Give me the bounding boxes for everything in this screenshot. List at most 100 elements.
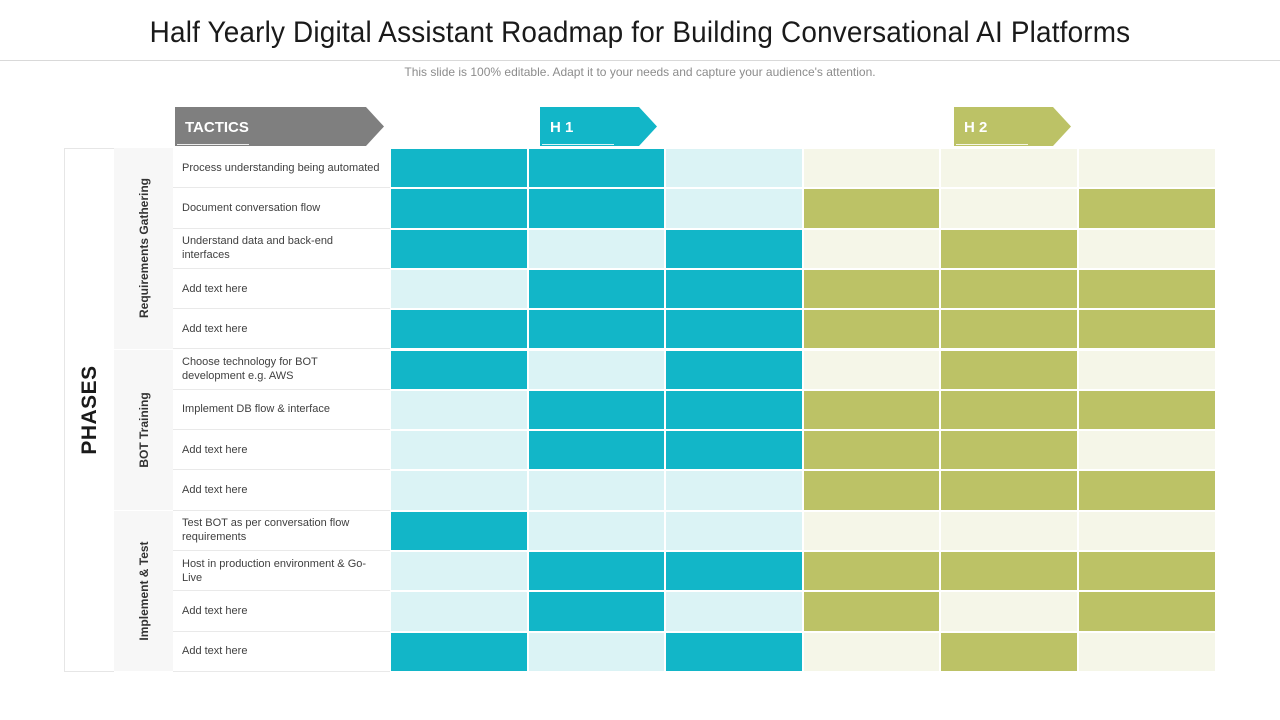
h2-timeline-cell — [940, 591, 1078, 632]
tactic-label: Add text here — [182, 645, 248, 658]
phase-label: BOT Training — [136, 391, 151, 468]
phase-cell: Requirements Gathering — [114, 148, 173, 350]
tactic-label: Understand data and back-end interfaces — [182, 235, 334, 262]
h2-timeline-cell — [802, 510, 941, 551]
h2-timeline-cell — [940, 631, 1078, 672]
h1-timeline-cell — [665, 470, 803, 511]
slide-subtitle: This slide is 100% editable. Adapt it to… — [404, 65, 876, 79]
h2-timeline-cell — [1078, 389, 1216, 431]
h2-timeline-cell — [1078, 510, 1216, 551]
h2-timeline-cell — [802, 268, 941, 310]
h2-timeline-cell — [802, 309, 941, 350]
h1-timeline-cell — [390, 631, 528, 672]
h1-timeline-cell — [527, 148, 666, 189]
h2-timeline-cell — [940, 228, 1078, 269]
h1-timeline-cell — [390, 510, 528, 551]
h1-timeline-cell — [390, 148, 528, 189]
h2-timeline-cell — [1078, 631, 1216, 672]
tactic-row: Process understanding being automated — [173, 148, 390, 189]
tactic-label: Process understanding being automated — [182, 161, 380, 174]
tactic-row: Add text here — [173, 591, 390, 632]
h2-timeline-cell — [802, 430, 941, 471]
h1-timeline-cell — [665, 631, 803, 672]
tactic-row: Choose technology for BOT development e.… — [173, 350, 390, 390]
h2-timeline-cell — [1078, 268, 1216, 310]
h2-timeline-cell — [1078, 591, 1216, 632]
h1-timeline-cell — [665, 349, 803, 390]
h2-header-tag: H 2 — [954, 107, 1071, 146]
phase-label: Requirements Gathering — [136, 178, 151, 319]
h2-timeline-cell — [1078, 309, 1216, 350]
slide-title: Half Yearly Digital Assistant Roadmap fo… — [149, 16, 1131, 49]
tactic-label: Host in production environment & Go-Live — [182, 557, 367, 584]
tactic-row: Document conversation flow — [173, 188, 390, 229]
h1-timeline-cell — [527, 631, 666, 672]
h2-header-underline — [956, 144, 1028, 145]
h1-timeline-cell — [527, 430, 666, 471]
h1-timeline-cell — [665, 188, 803, 229]
phase-label: Implement & Test — [136, 541, 151, 641]
tactic-label: Document conversation flow — [182, 201, 321, 214]
tactic-row: Implement DB flow & interface — [173, 390, 390, 431]
title-divider — [0, 60, 1280, 61]
h2-timeline-cell — [802, 631, 941, 672]
tactic-row: Understand data and back-end interfaces — [173, 229, 390, 269]
h2-timeline-cell — [940, 551, 1078, 592]
h1-timeline-cell — [527, 551, 666, 592]
phases-label: PHASES — [78, 365, 101, 455]
h1-timeline-cell — [527, 470, 666, 511]
tactic-row: Add text here — [173, 470, 390, 511]
tactics-header-tag: TACTICS — [175, 107, 384, 146]
h2-timeline-cell — [802, 148, 941, 189]
tactic-label: Add text here — [182, 282, 248, 295]
h1-timeline-cell — [390, 228, 528, 269]
h1-timeline-cell — [390, 309, 528, 350]
h2-timeline-cell — [1078, 188, 1216, 229]
tactic-label: Add text here — [182, 604, 248, 617]
h1-timeline-cell — [665, 591, 803, 632]
tactic-row: Host in production environment & Go-Live — [173, 551, 390, 592]
h2-timeline-cell — [802, 228, 941, 269]
h1-header-label: H 1 — [550, 119, 574, 136]
h2-timeline-cell — [1078, 470, 1216, 511]
h2-timeline-cell — [802, 188, 941, 229]
tactic-label: Add text here — [182, 443, 248, 456]
h1-timeline-cell — [665, 228, 803, 269]
h2-timeline-cell — [1078, 148, 1216, 189]
h1-timeline-cell — [665, 268, 803, 310]
h2-timeline-cell — [940, 268, 1078, 310]
h1-timeline-cell — [390, 551, 528, 592]
h1-timeline-cell — [665, 309, 803, 350]
h1-timeline-cell — [390, 268, 528, 310]
h1-timeline-cell — [390, 389, 528, 431]
h2-timeline-cell — [1078, 551, 1216, 592]
tactics-header-label: TACTICS — [185, 119, 249, 136]
h2-timeline-cell — [940, 430, 1078, 471]
h2-timeline-cell — [802, 389, 941, 431]
h1-timeline-cell — [527, 389, 666, 431]
tactic-row: Test BOT as per conversation flow requir… — [173, 511, 390, 551]
h1-timeline-cell — [390, 430, 528, 471]
h2-timeline-cell — [802, 349, 941, 390]
h2-timeline-cell — [802, 591, 941, 632]
tactic-label: Choose technology for BOT development e.… — [182, 356, 318, 383]
h2-timeline-cell — [940, 389, 1078, 431]
phase-cell: BOT Training — [114, 349, 173, 511]
h2-timeline-cell — [940, 349, 1078, 390]
h1-timeline-cell — [390, 188, 528, 229]
h1-timeline-cell — [390, 470, 528, 511]
h2-timeline-cell — [1078, 349, 1216, 390]
h2-timeline-cell — [940, 148, 1078, 189]
phases-column — [64, 148, 114, 672]
tactic-row: Add text here — [173, 309, 390, 350]
tactic-label: Test BOT as per conversation flow requir… — [182, 517, 350, 544]
h1-timeline-cell — [665, 430, 803, 471]
h1-timeline-cell — [665, 510, 803, 551]
tactic-row: Add text here — [173, 430, 390, 471]
tactic-label: Add text here — [182, 484, 248, 497]
h2-timeline-cell — [940, 309, 1078, 350]
h2-timeline-cell — [940, 470, 1078, 511]
h1-timeline-cell — [527, 188, 666, 229]
h1-timeline-cell — [665, 551, 803, 592]
h1-timeline-cell — [527, 349, 666, 390]
